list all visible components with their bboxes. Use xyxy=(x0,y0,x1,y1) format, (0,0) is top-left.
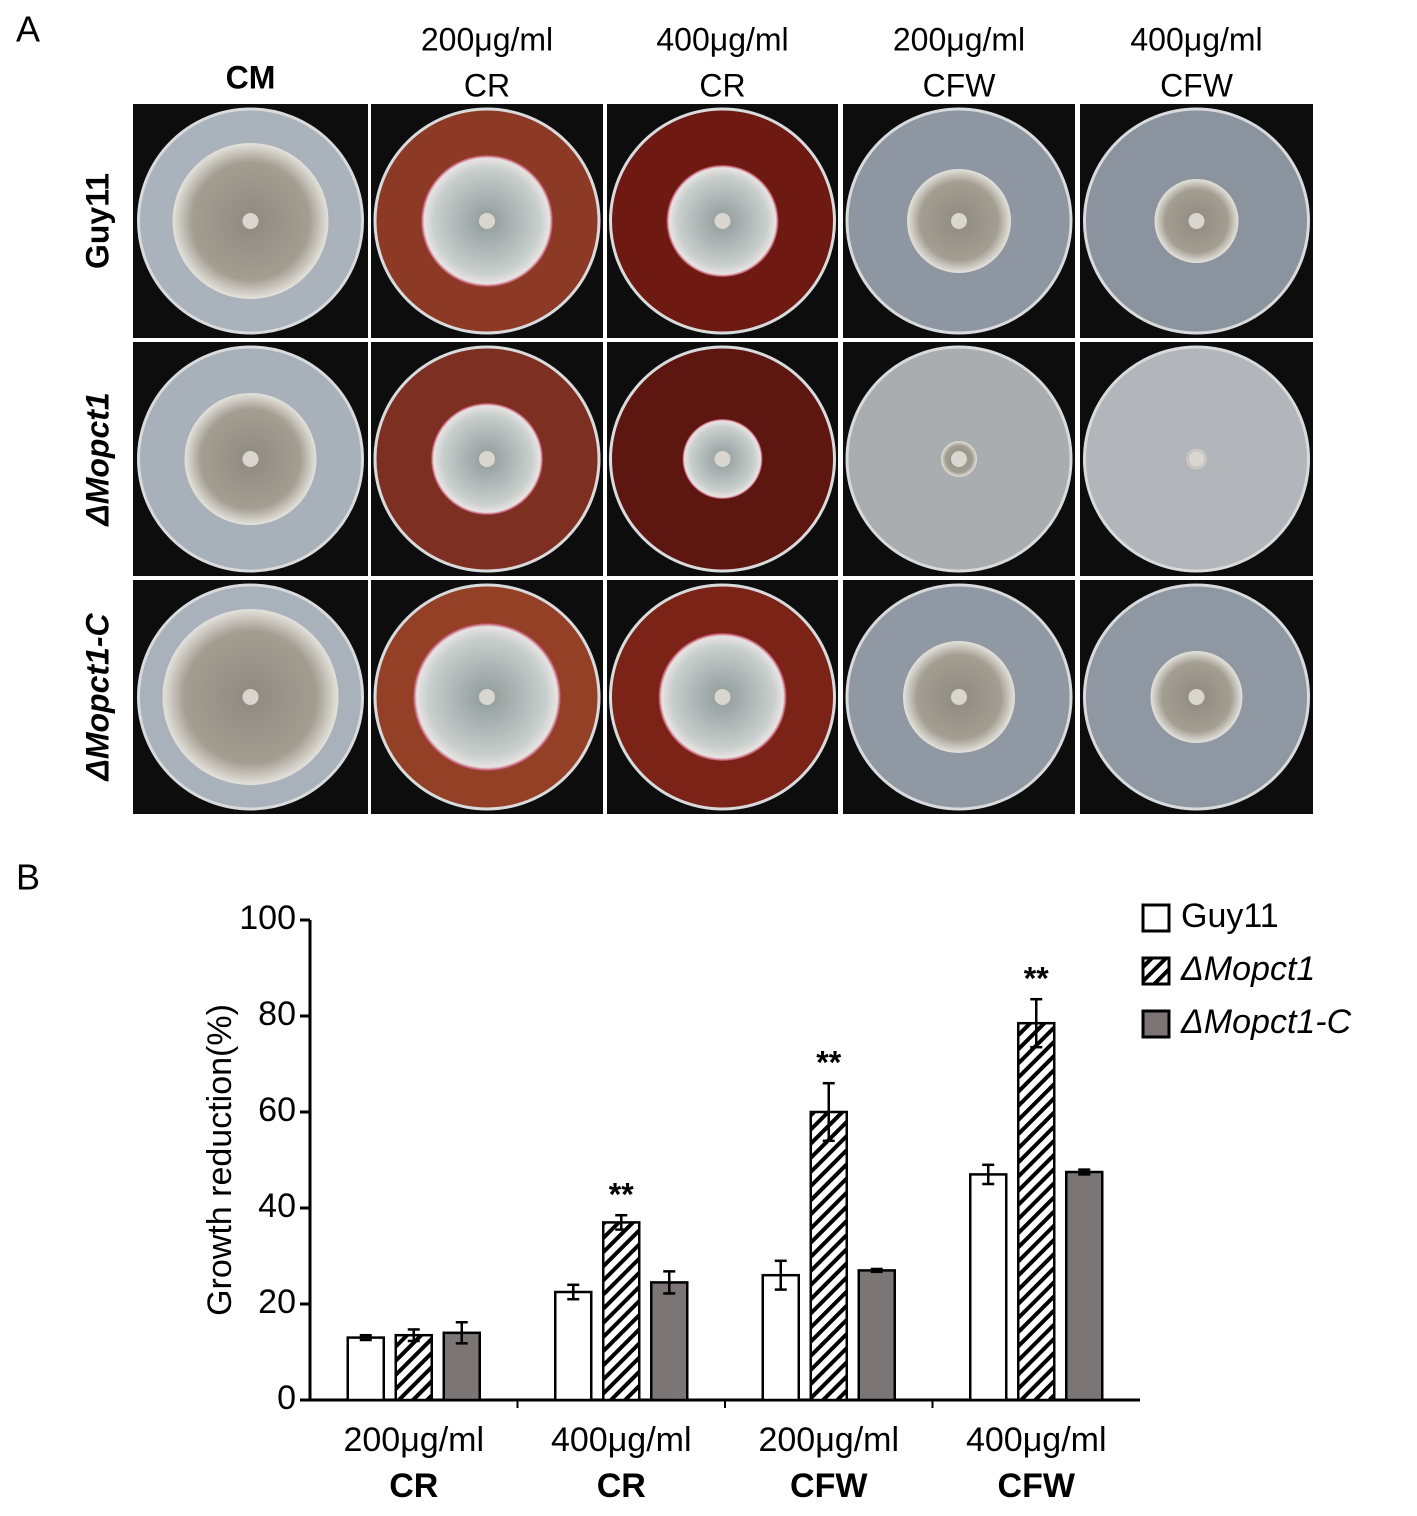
inoculum xyxy=(714,689,731,705)
bar xyxy=(554,1290,593,1402)
significance-label: ** xyxy=(1024,961,1049,997)
bar xyxy=(969,1173,1008,1402)
inoculum xyxy=(479,451,495,467)
inoculum xyxy=(951,689,967,705)
y-tick-label: 60 xyxy=(258,1091,296,1129)
row-label: ΔMopct1-C xyxy=(79,612,115,781)
panel-label: B xyxy=(16,857,40,898)
inoculum xyxy=(951,451,967,467)
x-tick-label: CR xyxy=(389,1467,438,1505)
significance-label: ** xyxy=(816,1045,841,1081)
column-header: 200μg/ml xyxy=(421,21,553,57)
legend-label: ΔMopct1-C xyxy=(1180,1003,1352,1041)
column-header: CFW xyxy=(1160,67,1234,103)
bar xyxy=(602,1221,641,1402)
inoculum xyxy=(242,451,259,467)
inoculum xyxy=(951,213,967,229)
plate-grid: CM 200μg/ml CR 400μg/ml CR 200μg/ml CFW 400μg/m… xyxy=(79,21,1313,814)
x-tick-label: CFW xyxy=(998,1467,1076,1505)
inoculum xyxy=(714,451,731,467)
inoculum xyxy=(1188,213,1205,229)
y-tick-label: 40 xyxy=(258,1187,296,1225)
legend-label: Guy11 xyxy=(1181,897,1279,935)
y-tick-label: 100 xyxy=(239,899,296,937)
legend-label: ΔMopct1 xyxy=(1180,950,1315,988)
x-tick-label: 200μg/ml xyxy=(758,1421,899,1459)
panel-label: A xyxy=(16,9,40,50)
inoculum xyxy=(714,213,731,229)
bar xyxy=(1065,1170,1104,1402)
y-axis-label: Growth reduction(%) xyxy=(201,1004,239,1316)
x-tick-label: 400μg/ml xyxy=(966,1421,1107,1459)
inoculum xyxy=(242,213,259,229)
y-tick-label: 20 xyxy=(258,1283,296,1321)
legend-swatch xyxy=(1141,956,1171,986)
bar xyxy=(346,1336,385,1402)
bar xyxy=(1017,1021,1056,1402)
x-tick-label: 400μg/ml xyxy=(551,1421,692,1459)
column-header: CR xyxy=(464,67,510,103)
inoculum xyxy=(479,689,495,705)
legend-swatch xyxy=(1141,1009,1171,1039)
x-tick-label: 200μg/ml xyxy=(343,1421,484,1459)
column-header: 400μg/ml xyxy=(1130,21,1262,57)
x-tick-label: CFW xyxy=(790,1467,868,1505)
legend-swatch xyxy=(1141,903,1171,933)
bar xyxy=(809,1110,848,1402)
x-tick-label: CR xyxy=(597,1467,646,1505)
row-label: Guy11 xyxy=(79,173,115,269)
bar xyxy=(650,1281,689,1402)
inoculum xyxy=(242,689,259,705)
inoculum xyxy=(1188,451,1205,467)
column-header: 200μg/ml xyxy=(893,21,1025,57)
bar xyxy=(857,1269,896,1402)
y-tick-label: 0 xyxy=(277,1379,296,1417)
column-header: CM xyxy=(226,59,276,95)
row-label: ΔMopct1 xyxy=(79,392,115,526)
column-header: CR xyxy=(699,67,745,103)
inoculum xyxy=(1188,689,1205,705)
column-header: CFW xyxy=(923,67,997,103)
bar xyxy=(394,1333,433,1402)
significance-label: ** xyxy=(609,1177,634,1213)
bar xyxy=(761,1273,800,1402)
inoculum xyxy=(479,213,495,229)
bar-chart: 0 20 40 60 80 100 Growth reduction(%) 200μg/ml C… xyxy=(201,897,1352,1505)
column-header: 400μg/ml xyxy=(656,21,788,57)
y-tick-label: 80 xyxy=(258,995,296,1033)
